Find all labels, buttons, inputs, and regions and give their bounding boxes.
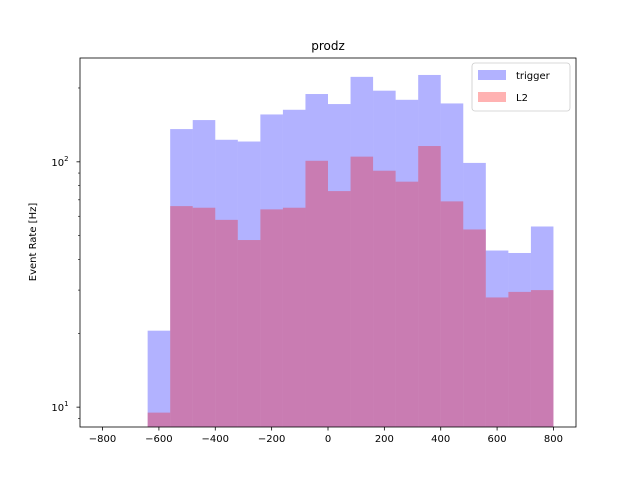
bar-trigger-15	[440, 103, 464, 427]
x-tick-label: −800	[89, 434, 116, 445]
x-tick-label: −400	[202, 434, 229, 445]
bar-trigger-18	[508, 252, 531, 427]
bar-trigger-13	[395, 99, 419, 427]
bar-trigger-16	[463, 162, 486, 427]
x-tick-label: −200	[258, 434, 285, 445]
bar-trigger-17	[485, 250, 509, 427]
bar-l2-15	[440, 201, 464, 427]
bar-l2-19	[530, 290, 554, 427]
chart-title: prodz	[311, 39, 345, 53]
bar-l2-9	[305, 160, 328, 427]
bar-trigger-11	[350, 76, 374, 427]
x-tick-label: 800	[544, 434, 563, 445]
legend-swatch-trigger	[478, 70, 506, 80]
histogram-bars	[147, 74, 554, 428]
bar-l2-13	[395, 181, 419, 427]
bar-l2-11	[350, 156, 374, 427]
bar-trigger-7	[260, 114, 283, 428]
legend: trigger L2	[471, 62, 571, 112]
x-tick-label: 600	[488, 434, 507, 445]
bar-trigger-3	[170, 129, 193, 428]
bar-l2-5	[215, 219, 238, 427]
x-tick-label: 0	[325, 434, 331, 445]
bar-l2-6	[237, 240, 261, 427]
x-tick-label: 200	[375, 434, 394, 445]
bar-l2-2	[147, 412, 171, 427]
plot-frame	[79, 57, 577, 428]
x-tick-label: −600	[145, 434, 172, 445]
bar-trigger-2	[147, 330, 171, 427]
bar-l2-14	[418, 146, 441, 427]
y-axis-label: Event Rate [Hz]	[28, 203, 39, 282]
bar-trigger-4	[192, 120, 216, 428]
y-tick-exponent: 2	[64, 155, 68, 163]
bar-l2-8	[282, 207, 306, 427]
bar-l2-12	[373, 170, 396, 427]
bar-l2-10	[328, 191, 351, 427]
bar-trigger-5	[215, 139, 238, 428]
bar-trigger-6	[237, 141, 261, 427]
legend-label-trigger: trigger	[516, 71, 551, 82]
bar-trigger-8	[282, 109, 306, 427]
bar-l2-4	[192, 207, 216, 427]
bar-trigger-19	[530, 226, 554, 427]
x-tick-label: 400	[431, 434, 450, 445]
bar-l2-17	[485, 297, 509, 427]
x-axis-ticks: −800 −600 −400 −200 0 200 400 600 800	[89, 427, 563, 445]
bar-trigger-14	[418, 74, 441, 427]
legend-label-l2: L2	[516, 93, 528, 104]
bar-l2-18	[508, 291, 531, 427]
legend-swatch-l2	[478, 92, 506, 102]
y-tick-exponent: 1	[64, 400, 68, 408]
bar-trigger-9	[305, 94, 328, 428]
bar-l2-16	[463, 229, 486, 427]
bar-trigger-10	[328, 104, 351, 427]
bar-trigger-12	[373, 90, 396, 427]
bar-l2-3	[170, 206, 193, 427]
bar-l2-7	[260, 209, 283, 427]
legend-box	[471, 62, 571, 112]
